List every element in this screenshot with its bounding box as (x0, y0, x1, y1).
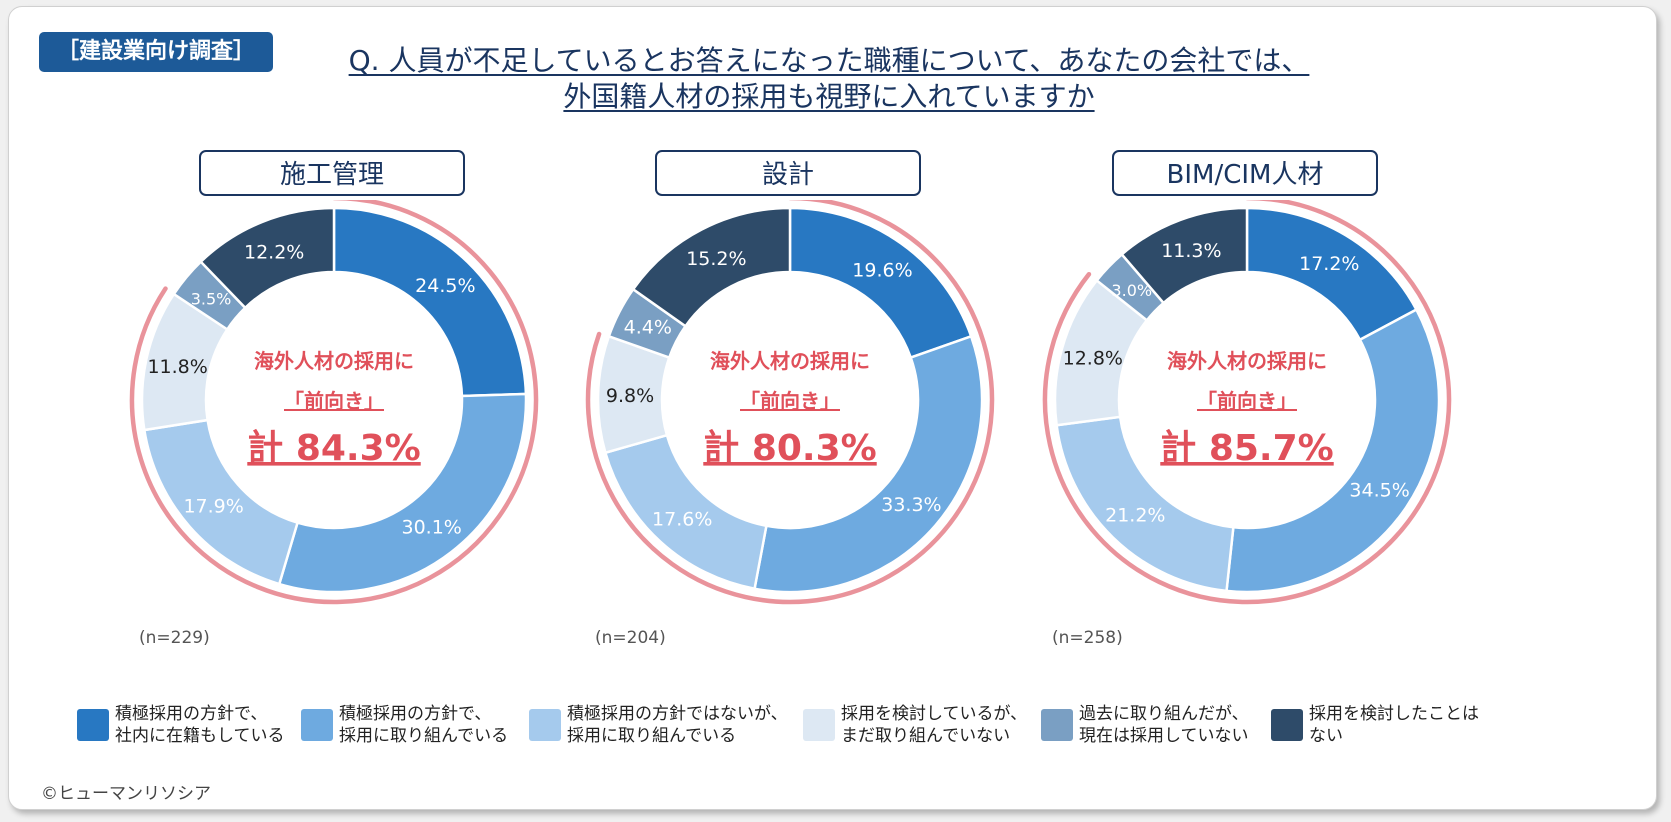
panel-1: 設計 19.6% 33.3% 17.6% 9.8% 4.4% 15.2% 海外人材の採用に「… (585, 150, 1025, 655)
legend: 積極採用の方針で、 社内に在籍もしている 積極採用の方針で、 採用に取り組んでいる … (77, 703, 1637, 763)
panel-title: 施工管理 (199, 150, 465, 196)
slice-label: 33.3% (881, 494, 941, 516)
donut-slice (1120, 206, 1249, 305)
slice-label: 17.6% (652, 508, 712, 530)
slice-label: 15.2% (686, 248, 746, 270)
donut-slice (332, 206, 528, 398)
slice-label: 12.2% (244, 242, 304, 264)
slice-label: 17.9% (183, 495, 243, 517)
legend-label: ない (1309, 726, 1343, 746)
legend-label: 採用に取り組んでいる (339, 726, 509, 746)
legend-label: 積極採用の方針で、 (339, 704, 492, 724)
legend-label: 採用を検討しているが、 (841, 704, 1028, 724)
copyright: ©ヒューマンリソシア (41, 784, 211, 804)
panel-title: 設計 (655, 150, 921, 196)
donut-chart-0: 24.5% 30.1% 17.9% 11.8% 3.5% 12.2% 海外人材の採用に「前向… (129, 200, 539, 605)
slice-label: 34.5% (1349, 480, 1409, 502)
legend-label: 社内に在籍もしている (115, 726, 285, 746)
slice-label: 3.0% (1111, 281, 1152, 300)
positive-arc (1042, 200, 1452, 605)
center-label-1: 海外人材の採用に (710, 349, 870, 373)
panel-title: BIM/CIM人材 (1112, 150, 1378, 196)
survey-tag: ［建設業向け調査］ (39, 32, 274, 72)
legend-swatch-0 (77, 709, 109, 741)
slice-label: 9.8% (606, 385, 654, 407)
legend-swatch-4 (1041, 709, 1073, 741)
slice-label: 21.2% (1105, 505, 1165, 527)
legend-label: 過去に取り組んだが、 (1079, 704, 1249, 724)
legend-label: 積極採用の方針で、 (115, 704, 268, 724)
center-label-2: 「前向き」 (1197, 389, 1297, 413)
center-total: 計 85.7% (1160, 428, 1333, 469)
donut-chart-1: 19.6% 33.3% 17.6% 9.8% 4.4% 15.2% 海外人材の採用に「前向き… (585, 200, 995, 605)
question-line-1: Q. 人員が不足しているとお答えになった職種について、あなたの会社では、 (348, 44, 1310, 77)
legend-label: 現在は採用していない (1079, 726, 1249, 746)
donut-slice (1225, 307, 1441, 594)
center-label-2: 「前向き」 (740, 389, 840, 413)
slice-label: 19.6% (852, 259, 912, 281)
center-total: 計 80.3% (703, 428, 876, 469)
center-total: 計 84.3% (247, 428, 420, 469)
donut-chart-2: 17.2% 34.5% 21.2% 12.8% 3.0% 11.3% 海外人材の採用に「前向… (1042, 200, 1452, 605)
legend-swatch-3 (803, 709, 835, 741)
slice-label: 30.1% (401, 517, 461, 539)
legend-label: まだ取り組んでいない (841, 726, 1011, 746)
slice-label: 24.5% (415, 275, 475, 297)
donut-slice (277, 392, 528, 594)
positive-arc (585, 200, 995, 605)
slice-label: 12.8% (1063, 347, 1123, 369)
sample-size: (n=258) (1052, 628, 1123, 648)
legend-swatch-5 (1271, 709, 1303, 741)
slice-label: 17.2% (1299, 253, 1359, 275)
center-label-1: 海外人材の採用に (254, 349, 414, 373)
chart-card: ［建設業向け調査］ Q. 人員が不足しているとお答えになった職種について、あなた… (8, 6, 1657, 810)
donut-slice (753, 334, 984, 594)
slice-label: 4.4% (624, 317, 672, 339)
donut-slice (199, 206, 336, 310)
slice-label: 11.8% (147, 356, 207, 378)
question-line-2: 外国籍人材の採用も視野に入れていますか (563, 80, 1095, 113)
sample-size: (n=229) (139, 628, 210, 648)
donut-slice (788, 206, 973, 360)
slice-label: 11.3% (1161, 240, 1221, 262)
legend-swatch-1 (301, 709, 333, 741)
legend-label: 採用を検討したことは (1309, 704, 1479, 724)
panel-0: 施工管理 24.5% 30.1% 17.9% 11.8% 3.5% 12.2% 海外人材の採… (129, 150, 569, 655)
center-label-2: 「前向き」 (284, 389, 384, 413)
legend-label: 採用に取り組んでいる (567, 726, 737, 746)
sample-size: (n=204) (595, 628, 666, 648)
legend-swatch-2 (529, 709, 561, 741)
legend-label: 積極採用の方針ではないが、 (567, 704, 788, 724)
donut-slice (631, 206, 792, 328)
center-label-1: 海外人材の採用に (1167, 349, 1327, 373)
positive-arc (129, 200, 539, 605)
slice-label: 3.5% (191, 290, 232, 309)
question-title: Q. 人員が不足しているとお答えになった職種について、あなたの会社では、 外国籍… (259, 43, 1399, 115)
panel-2: BIM/CIM人材 17.2% 34.5% 21.2% 12.8% 3.0% 11.3% 海… (1042, 150, 1482, 655)
